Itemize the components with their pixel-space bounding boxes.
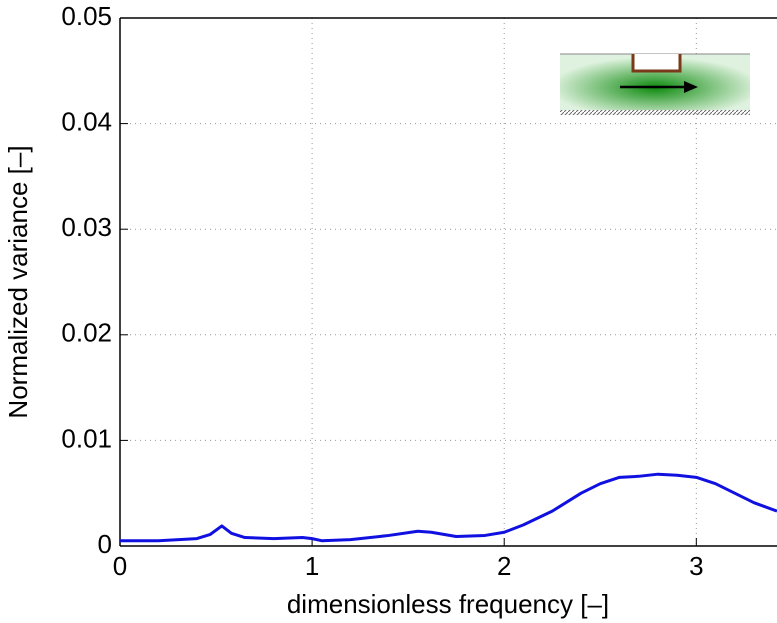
y-tick-label: 0 bbox=[98, 529, 112, 559]
x-tick-label: 1 bbox=[305, 551, 319, 581]
x-tick-label: 3 bbox=[689, 551, 703, 581]
floor bbox=[560, 110, 750, 115]
arrow-head bbox=[684, 81, 698, 93]
y-tick-label: 0.05 bbox=[61, 1, 112, 31]
y-tick-label: 0.03 bbox=[61, 212, 112, 242]
x-tick-label: 0 bbox=[113, 551, 127, 581]
y-tick-label: 0.02 bbox=[61, 318, 112, 348]
y-tick-label: 0.04 bbox=[61, 106, 112, 136]
cavity bbox=[631, 54, 682, 73]
y-tick-label: 0.01 bbox=[61, 423, 112, 453]
x-axis-label: dimensionless frequency [–] bbox=[287, 589, 609, 619]
inset-icon bbox=[560, 53, 750, 115]
x-tick-label: 2 bbox=[497, 551, 511, 581]
data-line bbox=[120, 472, 777, 543]
y-axis-label: Normalized variance [–] bbox=[3, 145, 33, 418]
